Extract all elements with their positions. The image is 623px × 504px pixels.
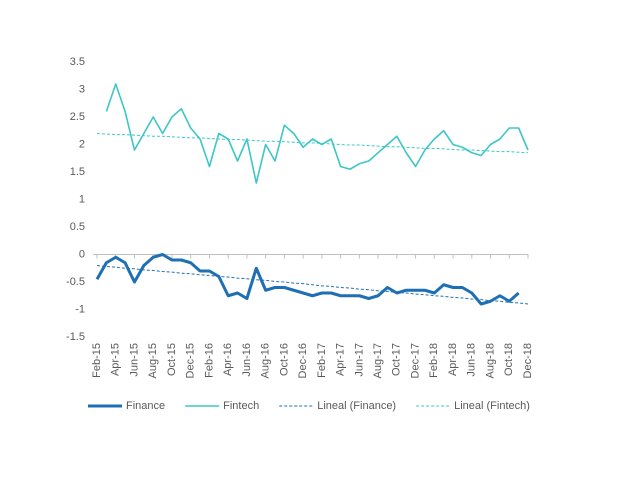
x-tick-label: Oct-15 <box>166 343 178 376</box>
x-tick-label: Jun-17 <box>353 343 365 377</box>
line-series <box>96 265 529 305</box>
x-tick-label: Aug-15 <box>147 343 159 378</box>
legend-label: Lineal (Fintech) <box>454 400 530 412</box>
x-tick-label: Feb-17 <box>316 343 328 378</box>
x-tick-label: Dec-16 <box>297 343 309 378</box>
x-tick-label: Aug-17 <box>372 343 384 378</box>
x-tick-label: Feb-16 <box>203 343 215 378</box>
legend-label: Fintech <box>223 400 259 412</box>
y-tick-label: 1 <box>79 193 85 205</box>
y-tick-label: 2.5 <box>70 111 85 123</box>
x-tick-label: Feb-18 <box>428 343 440 378</box>
x-tick-label: Apr-16 <box>222 343 234 376</box>
y-tick-label: 0.5 <box>70 221 85 233</box>
y-tick-label: -1.5 <box>66 331 85 343</box>
legend-label: Lineal (Finance) <box>317 400 396 412</box>
y-tick-label: 3 <box>79 83 85 95</box>
x-tick-label: Apr-15 <box>110 343 122 376</box>
x-tick-label: Oct-17 <box>391 343 403 376</box>
x-tick-label: Jun-15 <box>128 343 140 377</box>
y-tick-label: 2 <box>79 138 85 150</box>
x-tick-label: Dec-18 <box>522 343 534 378</box>
x-tick-label: Feb-15 <box>91 343 103 378</box>
x-tick-label: Jun-16 <box>241 343 253 377</box>
x-tick-label: Jun-18 <box>466 343 478 377</box>
x-tick-label: Aug-18 <box>484 343 496 378</box>
line-series <box>96 133 529 154</box>
x-tick-label: Dec-15 <box>185 343 197 378</box>
x-tick-label: Aug-16 <box>260 343 272 378</box>
line-series <box>95 253 520 306</box>
y-tick-label: -1 <box>75 303 85 315</box>
x-tick-label: Apr-18 <box>447 343 459 376</box>
x-tick-label: Oct-16 <box>278 343 290 376</box>
y-tick-label: 0 <box>79 248 85 260</box>
legend-label: Finance <box>126 400 165 412</box>
x-tick-label: Apr-17 <box>335 343 347 376</box>
y-tick-label: 3.5 <box>70 56 85 68</box>
x-tick-label: Dec-17 <box>409 343 421 378</box>
y-tick-label: -0.5 <box>66 276 85 288</box>
line-series <box>105 83 529 184</box>
x-tick-label: Oct-18 <box>503 343 515 376</box>
y-tick-label: 1.5 <box>70 166 85 178</box>
